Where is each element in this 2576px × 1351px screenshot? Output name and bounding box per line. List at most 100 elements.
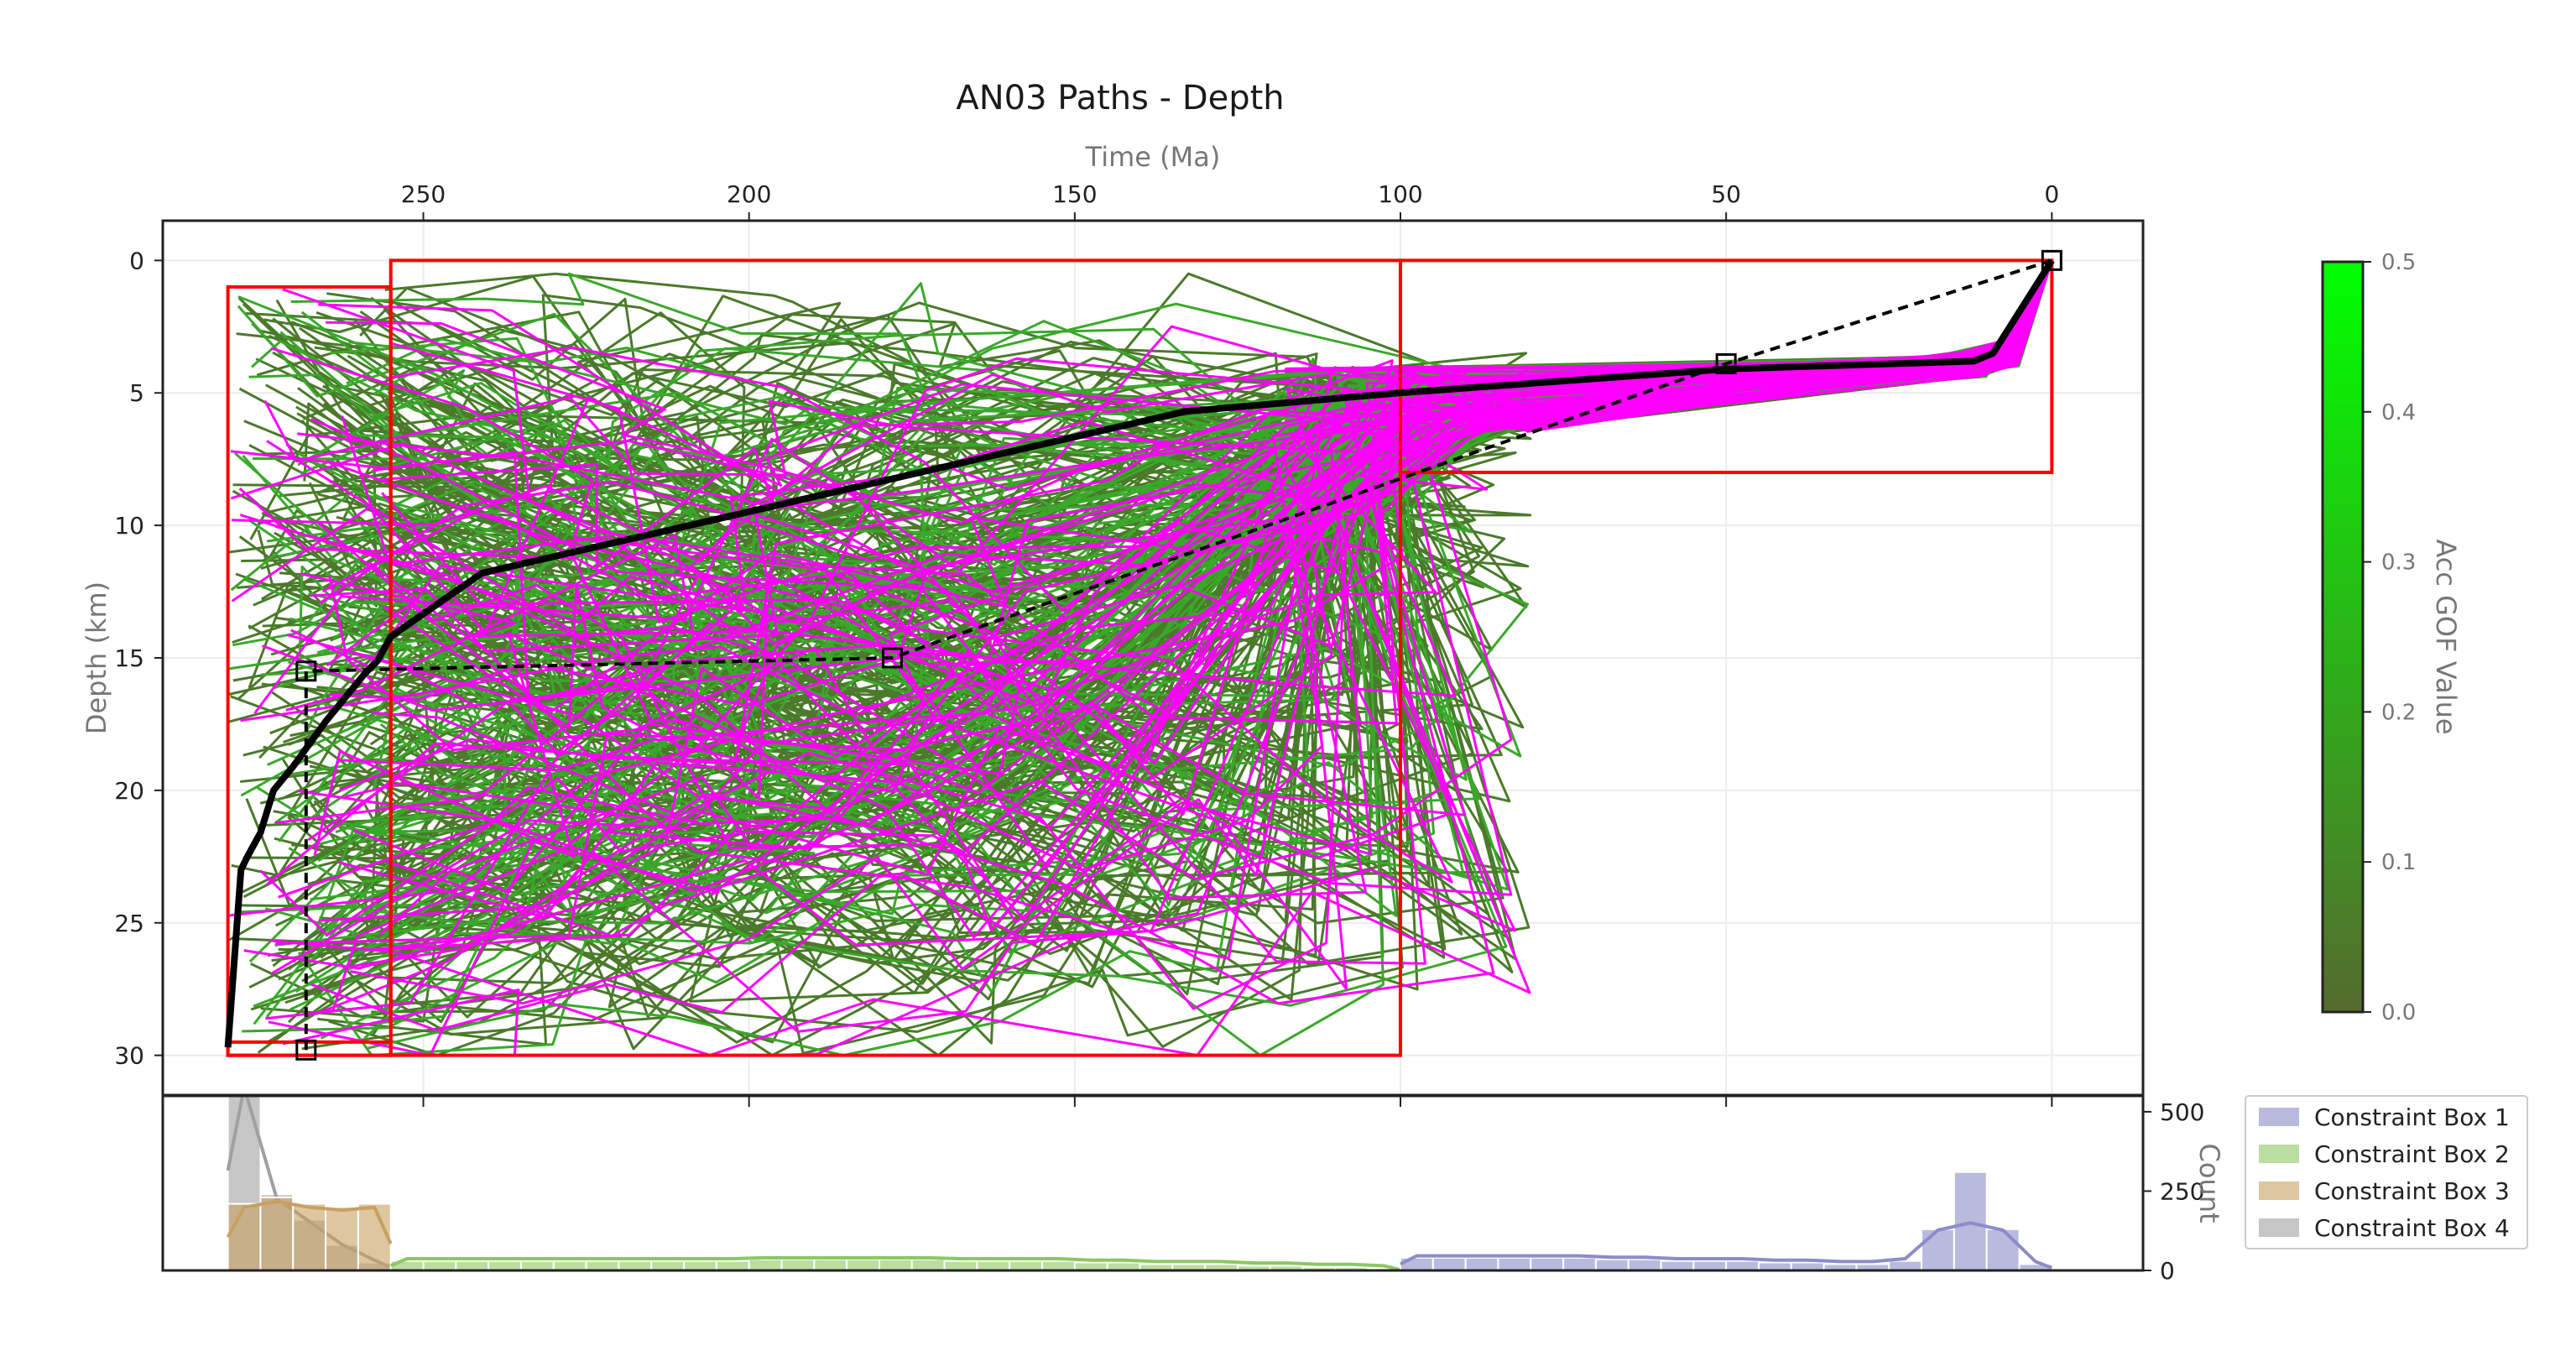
hist-bar <box>683 1260 717 1270</box>
y-tick-label-5: 25 <box>114 910 144 937</box>
hist-plot-frame <box>161 1094 2145 1272</box>
hist-bar <box>1627 1258 1662 1270</box>
colorbar-label: Acc GOF Value <box>2430 539 2462 734</box>
colorbar-tick-label-3: 0.3 <box>2381 550 2416 576</box>
hist-bar <box>780 1258 816 1270</box>
legend-label-3: Constraint Box 3 <box>2314 1177 2510 1205</box>
simulated-path <box>328 259 2053 965</box>
hist-bar <box>976 1260 1011 1270</box>
x-tick-label-5: 0 <box>2044 180 2059 208</box>
hist-kde-curve <box>389 1255 1401 1270</box>
hist-bar <box>519 1260 555 1270</box>
legend-frame <box>2245 1095 2528 1249</box>
hist-bar <box>585 1260 620 1270</box>
hist-bar <box>1464 1256 1499 1270</box>
colorbar-tick-label-2: 0.2 <box>2381 700 2416 725</box>
hist-bar <box>325 1206 359 1270</box>
hist-bar <box>1692 1260 1728 1270</box>
y-tick-label-6: 30 <box>114 1042 144 1070</box>
hist-bar <box>1594 1258 1630 1270</box>
colorbar-tick-label-4: 0.4 <box>2381 400 2416 425</box>
y-tick-label-4: 20 <box>114 777 144 805</box>
hist-bar <box>292 1202 327 1270</box>
legend-label-1: Constraint Box 1 <box>2314 1103 2510 1131</box>
simulated-path <box>350 259 2053 1005</box>
hist-y-axis-label: Count <box>2193 1143 2225 1223</box>
hist-bar <box>357 1202 392 1270</box>
constraint-marker <box>295 660 317 682</box>
series-layer <box>224 249 2062 1061</box>
constraint-marker <box>295 1039 317 1061</box>
hist-bar <box>1009 1260 1044 1270</box>
legend-swatch-2 <box>2259 1145 2299 1163</box>
y-tick-label-1: 5 <box>129 379 144 407</box>
x-tick-label-2: 150 <box>1052 180 1097 208</box>
hist-bar <box>1497 1256 1532 1270</box>
hist-ticks: 0 250 500 <box>2143 1098 2204 1285</box>
hist-bar <box>846 1258 880 1270</box>
hist-bar <box>1562 1256 1597 1270</box>
simulated-path <box>307 259 2053 842</box>
colorbar-ticks: 0.0 0.1 0.2 0.3 0.4 0.5 <box>2363 250 2416 1025</box>
hist-bar <box>715 1260 750 1270</box>
hist-y-tick-label-0: 0 <box>2160 1257 2175 1285</box>
hist-bar <box>910 1258 946 1270</box>
constraint-connector <box>304 258 2052 1051</box>
x-tick-label-0: 250 <box>401 180 446 208</box>
hist-y-tick-label-2: 500 <box>2160 1098 2204 1126</box>
hist-bar <box>1400 1256 1434 1270</box>
colorbar-tick-label-0: 0.0 <box>2381 1000 2416 1025</box>
x-tick-label-1: 200 <box>727 180 771 208</box>
hist-kde-curve <box>1400 1221 2053 1270</box>
hist-bar <box>748 1258 783 1270</box>
hist-bar <box>878 1258 913 1270</box>
hist-bar <box>1530 1256 1565 1270</box>
simulated-path <box>373 259 2053 868</box>
hist-bar <box>1041 1260 1076 1270</box>
constraint-boxes <box>226 258 2054 1057</box>
histogram-legend: Constraint Box 1 Constraint Box 2 Constrai… <box>2245 1095 2528 1249</box>
hist-bar <box>1888 1260 1923 1270</box>
y-tick-label-0: 0 <box>129 247 144 274</box>
histogram-bars <box>226 1096 2053 1270</box>
constraint-marker <box>1715 353 1737 375</box>
hist-bar <box>259 1197 295 1270</box>
hist-kde-curve <box>226 1199 393 1245</box>
hist-bar <box>1725 1260 1760 1270</box>
colorbar <box>2321 260 2365 1014</box>
legend-swatch-4 <box>2259 1218 2299 1237</box>
hist-bar <box>650 1260 686 1270</box>
legend-label-4: Constraint Box 4 <box>2314 1214 2510 1242</box>
hist-bar <box>227 1202 262 1270</box>
y-axis-label: Depth (km) <box>81 582 112 734</box>
hist-y-tick-label-1: 250 <box>2160 1177 2204 1205</box>
colorbar-tick-label-5: 0.5 <box>2381 250 2416 275</box>
legend-swatch-1 <box>2259 1108 2299 1126</box>
constraint-box-4 <box>226 1040 393 1057</box>
chart-title: AN03 Paths - Depth <box>956 79 1284 117</box>
colorbar-tick-label-1: 0.1 <box>2381 850 2416 875</box>
hist-bar <box>455 1260 490 1270</box>
hist-bar <box>618 1260 653 1270</box>
hist-bar <box>1431 1256 1467 1270</box>
hist-bar <box>422 1260 457 1270</box>
hist-bar <box>943 1260 978 1270</box>
x-axis-label: Time (Ma) <box>1085 141 1221 173</box>
y-tick-label-3: 15 <box>114 644 144 672</box>
constraint-marker <box>2041 249 2062 271</box>
y-tick-label-2: 10 <box>114 512 144 540</box>
hist-bar <box>1921 1228 1955 1270</box>
x-tick-label-4: 50 <box>1711 180 1741 208</box>
x-tick-label-3: 100 <box>1378 180 1422 208</box>
simulated-path <box>238 259 2053 939</box>
legend-label-2: Constraint Box 2 <box>2314 1140 2510 1168</box>
hist-bar <box>813 1258 848 1270</box>
constraint-marker <box>881 647 903 669</box>
hist-bar <box>1985 1228 2021 1270</box>
hist-bar <box>1660 1260 1695 1270</box>
legend-swatch-3 <box>2259 1181 2299 1200</box>
hist-bar <box>488 1260 522 1270</box>
main-ticks: 250 200 150 100 50 0 0 5 10 15 20 25 30 <box>114 180 2059 1107</box>
best-fit-path <box>224 258 2055 1048</box>
